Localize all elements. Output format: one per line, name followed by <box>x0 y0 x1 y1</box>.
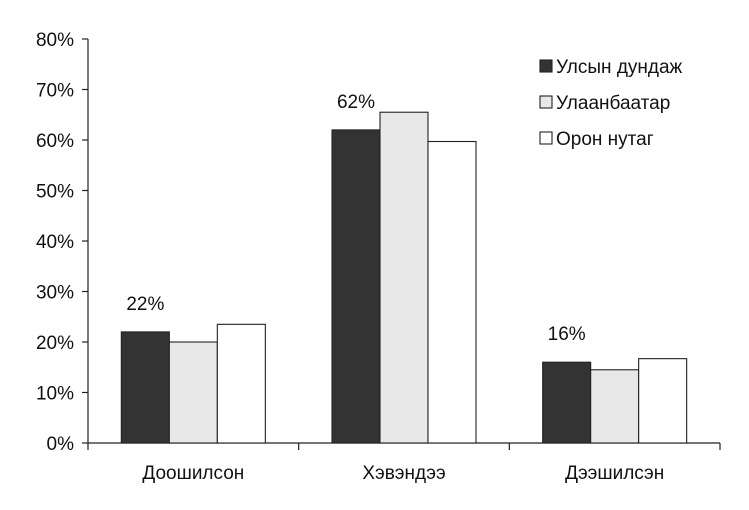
data-label: 62% <box>337 92 375 113</box>
legend-label-3: Орон нутаг <box>556 129 654 150</box>
legend: Улсын дундаж Улаанбаатар Орон нутаг <box>539 57 683 150</box>
y-tick-label: 30% <box>36 283 74 304</box>
bar-2-1 <box>168 341 218 444</box>
legend-label-2: Улаанбаатар <box>556 93 670 114</box>
x-category-label: Доошилсон <box>142 463 244 484</box>
x-category-label: Хэвэндээ <box>362 463 445 484</box>
data-label: 22% <box>126 294 164 315</box>
y-tick-label: 0% <box>47 434 75 455</box>
bar-1-1 <box>120 331 170 444</box>
y-tick-label: 10% <box>36 384 74 405</box>
y-tick-label: 60% <box>36 131 74 152</box>
bar-2-3 <box>590 369 640 444</box>
y-tick-label: 20% <box>36 333 74 354</box>
bars-group <box>120 111 688 444</box>
data-label: 16% <box>548 324 586 345</box>
bar-1-3 <box>542 361 592 444</box>
legend-label-1: Улсын дундаж <box>556 57 683 78</box>
bar-1-2 <box>331 129 381 444</box>
y-tick-label: 80% <box>36 30 74 51</box>
x-axis: Доошилсон Хэвэндээ Дээшилсэн <box>87 442 721 484</box>
bar-2-2 <box>379 111 429 444</box>
y-tick-label: 40% <box>36 232 74 253</box>
x-category-label: Дээшилсэн <box>565 463 664 484</box>
bar-3-3 <box>638 358 688 444</box>
bar-3-2 <box>427 140 477 444</box>
bar-3-1 <box>216 323 266 444</box>
y-tick-label: 50% <box>36 182 74 203</box>
y-tick-label: 70% <box>36 81 74 102</box>
y-axis: 0% 10% 20% 30% 40% 50% 60% 70% 80% <box>36 30 89 455</box>
legend-swatch-3 <box>539 131 553 145</box>
legend-swatch-2 <box>539 95 553 109</box>
legend-swatch-1 <box>539 59 553 73</box>
data-labels-group: 22% 62% 16% <box>126 92 585 345</box>
